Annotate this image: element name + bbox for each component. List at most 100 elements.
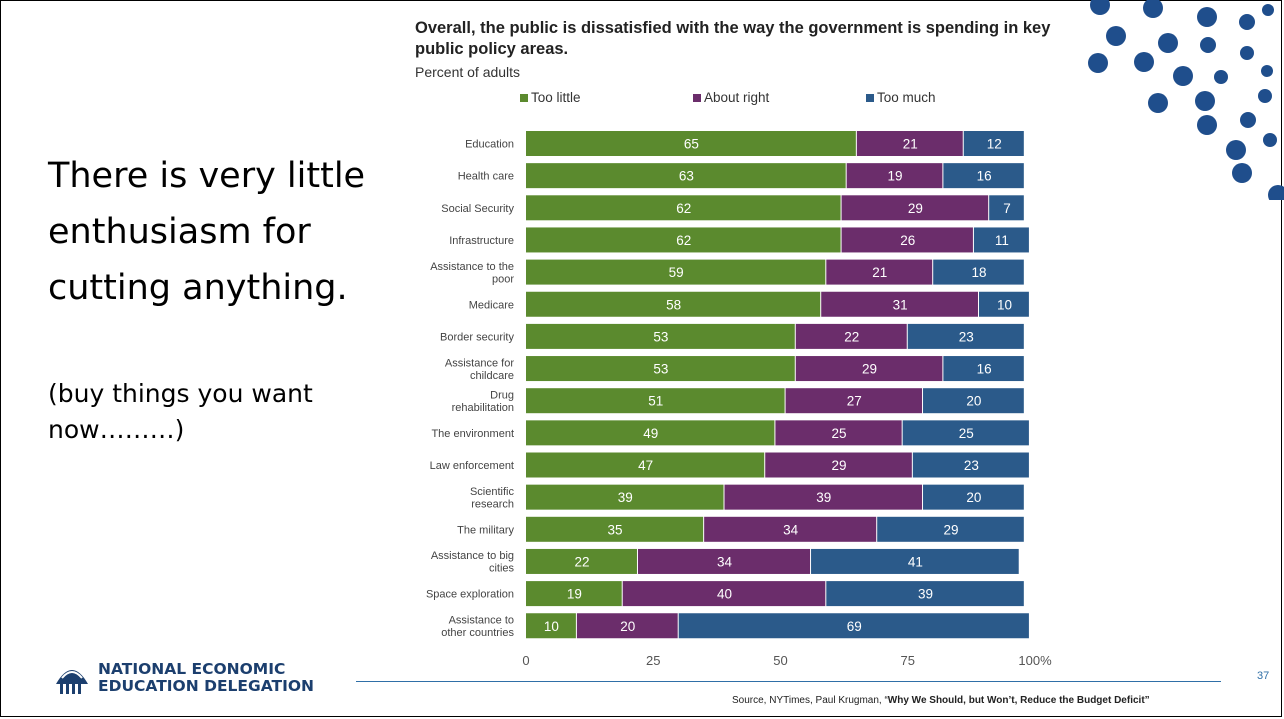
data-label-infrastructure-too-much: 11: [995, 233, 1009, 248]
data-label-infrastructure-about-right: 26: [900, 233, 915, 248]
bar-drug-rehabilitation-too-much: [923, 388, 1024, 414]
data-label-drug-rehabilitation-about-right: 27: [847, 394, 862, 409]
bar-infrastructure-about-right: [841, 227, 973, 253]
category-label-medicare: Medicare: [469, 299, 514, 311]
category-label-drug-rehabilitation: Drug rehabilitation: [452, 389, 514, 414]
bar-social-security-too-little: [526, 195, 841, 221]
data-label-assistance-to-other-countries-too-little: 10: [544, 619, 559, 634]
bar-drug-rehabilitation-about-right: [785, 388, 923, 414]
data-label-medicare-about-right: 31: [893, 297, 908, 312]
data-label-assistance-to-big-cities-about-right: 34: [717, 554, 733, 569]
data-label-health-care-about-right: 19: [888, 169, 903, 184]
data-label-social-security-about-right: 29: [908, 201, 923, 216]
data-label-education-about-right: 21: [903, 137, 918, 152]
bar-assistance-for-childcare-about-right: [795, 356, 943, 382]
category-label-space-exploration: Space exploration: [426, 589, 514, 601]
data-label-medicare-too-much: 10: [997, 297, 1012, 312]
legend-label-too-little: Too little: [531, 90, 581, 105]
bar-the-environment-too-little: [526, 420, 775, 446]
bar-assistance-to-big-cities-too-little: [526, 548, 637, 574]
bar-law-enforcement-too-little: [526, 452, 765, 478]
category-label-the-military: The military: [457, 524, 514, 536]
footer-divider: [356, 681, 1221, 682]
data-label-assistance-to-the-poor-too-little: 59: [669, 265, 684, 280]
legend-item-too-little: Too little: [520, 90, 581, 105]
legend-label-too-much: Too much: [877, 90, 936, 105]
data-label-space-exploration-too-little: 19: [567, 587, 582, 602]
bar-assistance-to-other-countries-too-little: [526, 613, 576, 639]
data-label-assistance-to-the-poor-about-right: 21: [872, 265, 887, 280]
bar-the-military-about-right: [704, 516, 877, 542]
bar-health-care-about-right: [846, 163, 943, 189]
bar-law-enforcement-too-much: [912, 452, 1029, 478]
legend-swatch-about-right: [693, 93, 701, 102]
category-label-health-care: Health care: [458, 171, 514, 183]
data-label-the-environment-about-right: 25: [832, 426, 847, 441]
bar-assistance-to-other-countries-too-much: [678, 613, 1029, 639]
data-label-the-military-too-little: 35: [608, 522, 623, 537]
bar-infrastructure-too-much: [973, 227, 1029, 253]
data-label-health-care-too-much: 16: [977, 169, 992, 184]
data-label-assistance-to-the-poor-too-much: 18: [971, 265, 986, 280]
data-label-scientific-research-too-little: 39: [618, 490, 633, 505]
bar-assistance-to-the-poor-about-right: [826, 259, 933, 285]
bar-scientific-research-too-little: [526, 484, 724, 510]
category-label-assistance-to-other-countries: Assistance to other countries: [441, 615, 514, 640]
chart-subtitle: Percent of adults: [415, 64, 521, 80]
category-label-assistance-for-childcare: Assistance for childcare: [445, 357, 514, 382]
data-label-law-enforcement-too-little: 47: [638, 458, 653, 473]
data-label-infrastructure-too-little: 62: [676, 233, 691, 248]
data-label-education-too-little: 65: [684, 137, 699, 152]
bar-border-security-about-right: [795, 323, 907, 349]
organization-logo: NATIONAL ECONOMIC EDUCATION DELEGATION: [54, 655, 314, 701]
logo-line-2: EDUCATION DELEGATION: [98, 677, 315, 695]
category-label-education: Education: [465, 139, 514, 151]
bar-the-environment-too-much: [902, 420, 1029, 446]
data-label-social-security-too-much: 7: [1003, 201, 1011, 216]
bar-scientific-research-too-much: [923, 484, 1024, 510]
category-label-border-security: Border security: [440, 331, 514, 343]
logo-line-1: NATIONAL ECONOMIC: [98, 660, 286, 678]
data-label-social-security-too-little: 62: [676, 201, 691, 216]
legend-item-too-much: Too much: [866, 90, 936, 105]
category-label-scientific-research: Scientific research: [470, 486, 515, 511]
bar-space-exploration-too-little: [526, 581, 622, 607]
bar-assistance-to-the-poor-too-much: [933, 259, 1024, 285]
bar-scientific-research-about-right: [724, 484, 923, 510]
bar-education-about-right: [856, 131, 963, 156]
data-label-assistance-to-other-countries-too-much: 69: [847, 619, 862, 634]
data-label-the-environment-too-much: 25: [959, 426, 974, 441]
x-tick-label-2: 50: [773, 653, 787, 668]
data-label-health-care-too-little: 63: [679, 169, 694, 184]
bar-the-environment-about-right: [775, 420, 902, 446]
data-label-drug-rehabilitation-too-little: 51: [648, 394, 663, 409]
data-label-the-environment-too-little: 49: [643, 426, 658, 441]
category-label-law-enforcement: Law enforcement: [430, 460, 514, 472]
data-label-the-military-about-right: 34: [783, 522, 799, 537]
category-label-the-environment: The environment: [431, 428, 514, 440]
bar-border-security-too-much: [907, 323, 1024, 349]
data-label-assistance-to-other-countries-about-right: 20: [620, 619, 635, 634]
data-label-assistance-to-big-cities-too-little: 22: [574, 554, 589, 569]
chart-legend: Too little About right Too much: [0, 90, 1284, 110]
data-label-drug-rehabilitation-too-much: 20: [966, 394, 981, 409]
x-tick-label-1: 25: [646, 653, 660, 668]
bar-drug-rehabilitation-too-little: [526, 388, 785, 414]
page-number: 37: [1257, 670, 1270, 682]
bar-medicare-about-right: [821, 291, 979, 317]
bar-space-exploration-about-right: [622, 581, 826, 607]
source-title: Why We Should, but Won’t, Reduce the Bud…: [887, 695, 1150, 706]
data-label-space-exploration-too-much: 39: [918, 587, 933, 602]
data-label-law-enforcement-too-much: 23: [964, 458, 979, 473]
bar-social-security-about-right: [841, 195, 989, 221]
data-label-assistance-for-childcare-too-little: 53: [653, 362, 668, 377]
data-label-border-security-about-right: 22: [844, 329, 859, 344]
bar-assistance-for-childcare-too-little: [526, 356, 795, 382]
data-label-assistance-for-childcare-too-much: 16: [977, 362, 992, 377]
data-label-education-too-much: 12: [987, 137, 1002, 152]
category-label-infrastructure: Infrastructure: [449, 235, 514, 247]
bar-law-enforcement-about-right: [765, 452, 912, 478]
bar-assistance-to-big-cities-too-much: [811, 548, 1019, 574]
x-tick-label-3: 75: [901, 653, 915, 668]
